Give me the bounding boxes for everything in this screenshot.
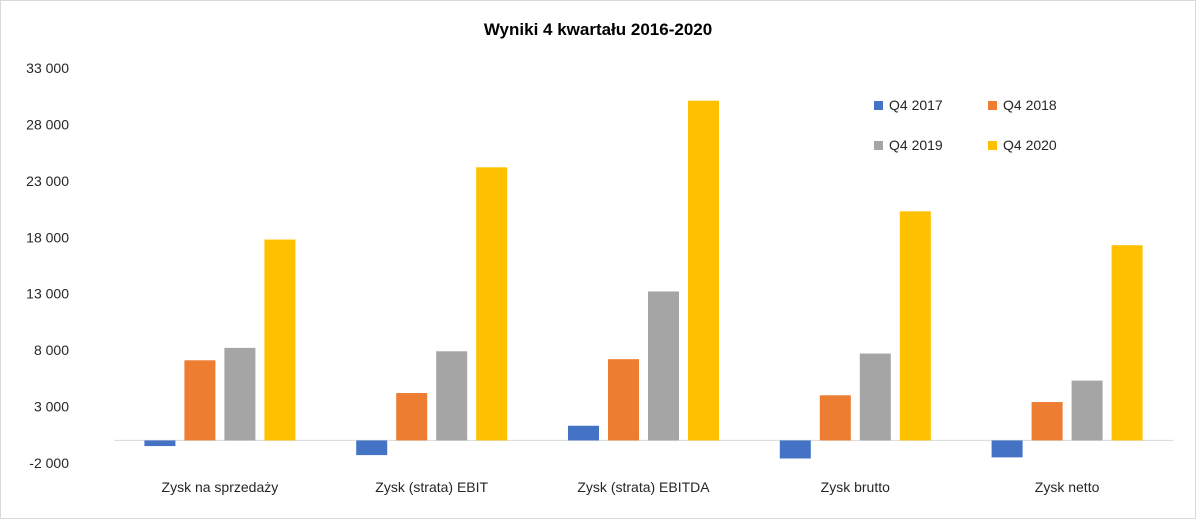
y-tick-label: -2 000 [29,455,69,471]
bar [264,239,296,441]
bar [991,440,1023,458]
y-tick-label: 3 000 [34,399,69,415]
legend: Q4 2017 Q4 2018 Q4 2019 Q4 2020 [874,97,1057,153]
bar [859,353,891,441]
bar [224,347,256,441]
bar [819,395,851,441]
bar [688,100,719,441]
y-tick-label: 13 000 [26,286,69,302]
y-axis-ticks: -2 000 3 000 8 000 13 000 18 000 23 000 28 000… [26,60,69,471]
category-labels: Zysk na sprzedaży Zysk (strata) EBIT Zysk … [162,479,1100,495]
legend-swatch [874,141,883,150]
y-tick-label: 33 000 [26,60,69,76]
category-label: Zysk na sprzedaży [162,479,279,495]
chart-title: Wyniki 4 kwartału 2016-2020 [484,20,712,39]
bar [1071,380,1103,441]
bar [899,211,931,441]
bar [356,440,388,456]
category-label: Zysk brutto [821,479,890,495]
bar [1111,245,1143,441]
category-label: Zysk (strata) EBITDA [577,479,710,495]
y-tick-label: 8 000 [34,342,69,358]
bar [436,351,468,441]
legend-label: Q4 2020 [1003,137,1057,153]
bar [396,393,428,441]
y-tick-label: 23 000 [26,173,69,189]
y-tick-label: 18 000 [26,229,69,245]
bar [568,425,599,441]
bar [648,291,679,441]
bar [184,360,216,441]
bar [476,167,508,441]
bar [779,440,811,459]
y-tick-label: 28 000 [26,116,69,132]
legend-label: Q4 2018 [1003,97,1057,113]
bar [1031,402,1063,441]
legend-swatch [988,141,997,150]
bars [144,100,1143,459]
category-label: Zysk netto [1035,479,1100,495]
legend-label: Q4 2019 [889,137,943,153]
legend-swatch [988,101,997,110]
category-label: Zysk (strata) EBIT [375,479,488,495]
legend-swatch [874,101,883,110]
bar [144,440,176,447]
legend-label: Q4 2017 [889,97,943,113]
bar [608,359,639,441]
